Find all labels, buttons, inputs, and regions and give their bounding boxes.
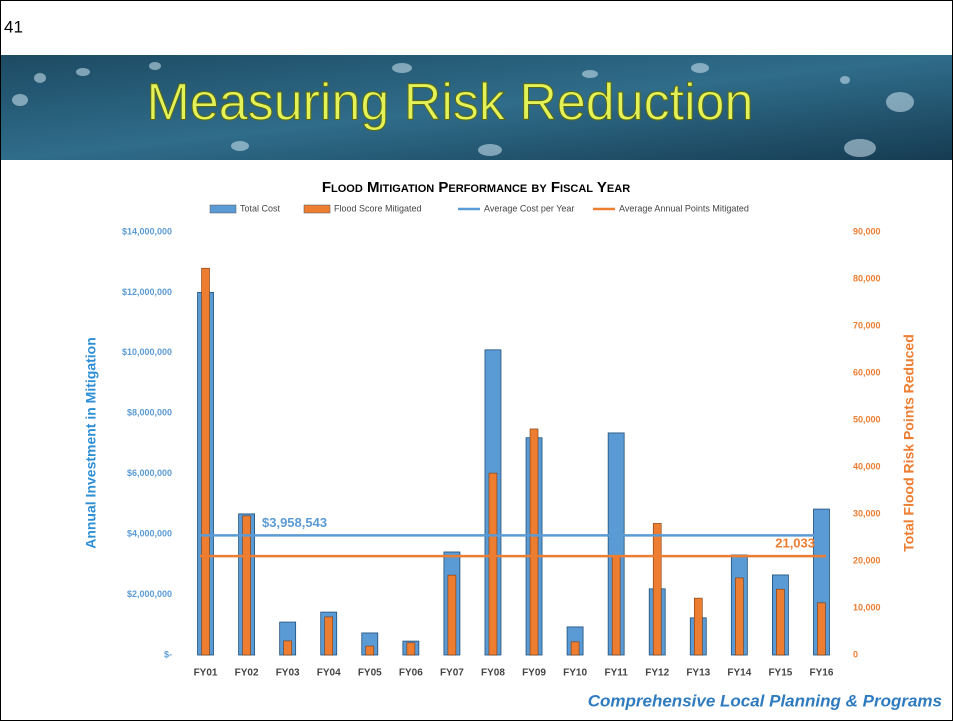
bar — [611, 555, 621, 656]
x-tick-label: FY08 — [481, 668, 505, 679]
y2-tick-label: 30,000 — [853, 508, 881, 518]
y-tick-label: $14,000,000 — [122, 226, 172, 236]
legend-label: Average Cost per Year — [484, 203, 574, 213]
bar — [242, 515, 251, 656]
y2-tick-label: 60,000 — [853, 367, 881, 377]
x-tick-label: FY03 — [276, 668, 300, 679]
y-tick-label: $10,000,000 — [122, 347, 172, 357]
y-tick-label: $12,000,000 — [122, 287, 172, 297]
y2-tick-label: 50,000 — [853, 414, 881, 424]
x-tick-label: FY12 — [645, 668, 669, 679]
bar — [817, 602, 826, 656]
y2-tick-label: 90,000 — [853, 226, 881, 236]
legend-swatch — [303, 204, 331, 214]
y2-tick-label: 40,000 — [853, 461, 881, 471]
x-tick-label: FY02 — [235, 668, 259, 679]
x-tick-label: FY01 — [194, 668, 218, 679]
slide-number: 41 — [4, 17, 23, 36]
bar — [406, 642, 416, 656]
y2-tick-label: 20,000 — [853, 555, 881, 565]
bar — [201, 267, 210, 656]
chart-title: Flood Mitigation Performance by Fiscal Y… — [322, 179, 630, 196]
y2-tick-label: 0 — [853, 649, 858, 659]
footer: Comprehensive Local Planning & Programs — [588, 691, 942, 710]
bar — [324, 616, 334, 656]
average-label: 21,033 — [775, 536, 815, 551]
bar — [652, 523, 662, 656]
bar — [283, 640, 292, 656]
y-tick-label: $2,000,000 — [127, 589, 172, 599]
bar — [488, 472, 498, 656]
bar — [447, 574, 457, 656]
header-banner — [1, 55, 952, 160]
y-axis-title: Annual Investment in Mitigation — [83, 337, 99, 549]
y-tick-label: $8,000,000 — [127, 408, 172, 418]
x-tick-label: FY14 — [727, 668, 751, 679]
x-tick-label: FY11 — [604, 668, 628, 679]
x-tick-label: FY09 — [522, 668, 546, 679]
water-drops — [12, 62, 914, 157]
y2-tick-label: 70,000 — [853, 320, 881, 330]
y-tick-label: $6,000,000 — [127, 468, 172, 478]
x-tick-label: FY05 — [358, 668, 382, 679]
x-tick-label: FY10 — [563, 668, 587, 679]
legend-label: Average Annual Points Mitigated — [619, 203, 749, 213]
legend-label: Total Cost — [240, 203, 281, 213]
bar — [735, 577, 744, 656]
bar — [693, 597, 703, 656]
bar — [529, 428, 539, 656]
bar — [776, 588, 785, 656]
y2-axis-title: Total Flood Risk Points Reduced — [901, 334, 917, 552]
x-tick-label: FY15 — [768, 668, 792, 679]
y-tick-label: $4,000,000 — [127, 529, 172, 539]
legend-swatch — [209, 204, 237, 214]
x-tick-label: FY04 — [317, 668, 341, 679]
x-tick-label: FY07 — [440, 668, 464, 679]
bar — [570, 641, 580, 656]
y2-tick-label: 80,000 — [853, 273, 881, 283]
x-tick-label: FY16 — [810, 668, 834, 679]
y-tick-label: $- — [164, 649, 172, 659]
x-tick-label: FY06 — [399, 668, 423, 679]
bar — [365, 645, 375, 656]
legend-label: Flood Score Mitigated — [334, 203, 422, 213]
average-label: $3,958,543 — [262, 515, 327, 530]
x-tick-label: FY13 — [686, 668, 710, 679]
y2-tick-label: 10,000 — [853, 602, 881, 612]
slide-title: Measuring Risk Reduction — [147, 74, 754, 132]
